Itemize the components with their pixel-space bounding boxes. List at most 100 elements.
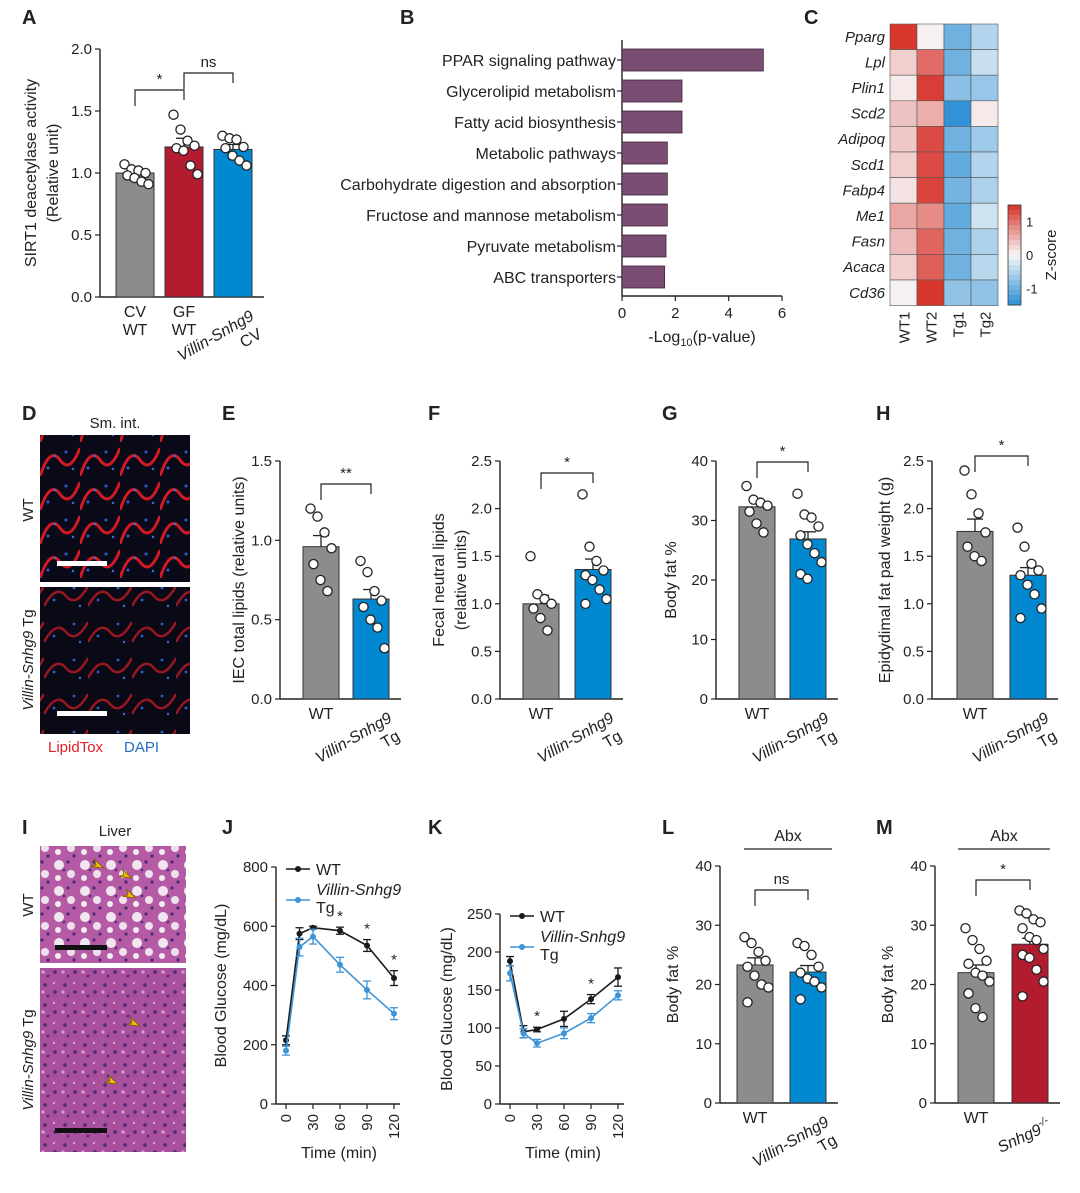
y-axis-title-line2: (Relative unit) <box>45 124 62 223</box>
bar <box>302 546 340 700</box>
heatmap-column-label: Tg1 <box>951 312 968 338</box>
panel-letter: G <box>662 403 678 425</box>
x-category-label: CV <box>124 304 147 321</box>
significance-bracket <box>754 889 809 906</box>
heatmap-row-label: Fabp4 <box>842 182 885 199</box>
heatmap-cell <box>916 254 945 281</box>
significance-label: * <box>564 454 570 471</box>
y-axis-title: SIRT1 deacetylase activity <box>23 79 40 267</box>
data-point <box>806 949 817 961</box>
colorbar-tick-label: -1 <box>1026 281 1038 296</box>
data-point <box>795 967 806 978</box>
heatmap-cell <box>916 151 945 178</box>
data-point <box>763 982 774 993</box>
y-category-label: Metabolic pathways <box>475 146 616 163</box>
data-point <box>741 480 752 492</box>
x-category-label: WT <box>743 1110 768 1127</box>
data-point <box>809 976 820 987</box>
scale-bar <box>57 561 107 566</box>
heatmap-cell <box>916 228 945 255</box>
legend-marker-wt <box>295 866 301 872</box>
data-point <box>507 970 513 977</box>
bar <box>574 569 612 700</box>
data-point <box>762 500 773 511</box>
data-point <box>742 961 753 972</box>
heatmap-cell <box>970 100 999 127</box>
y-tick-label: 10 <box>691 632 708 649</box>
heatmap-cell <box>916 177 945 204</box>
data-point <box>760 955 771 967</box>
data-point <box>792 488 803 499</box>
y-tick-label: 1.5 <box>251 453 272 470</box>
data-point <box>1026 558 1037 570</box>
colorbar-frame <box>1007 204 1022 306</box>
micrograph-tg-liver <box>40 968 186 1152</box>
x-category-label-line2: WT <box>172 322 197 339</box>
bar <box>1009 574 1047 700</box>
data-point <box>168 109 179 120</box>
x-tick-label: 0 <box>618 305 626 322</box>
data-point <box>960 922 971 934</box>
heatmap-cell <box>889 151 918 178</box>
panel-letter: L <box>662 817 674 839</box>
data-point <box>806 512 817 523</box>
data-point <box>802 539 813 550</box>
y-tick-label: 2.0 <box>903 501 924 518</box>
y-tick-label: 30 <box>691 513 708 530</box>
bar <box>738 506 776 700</box>
x-tick-label: 6 <box>778 305 786 322</box>
y-tick-label: 40 <box>695 858 712 875</box>
heatmap-row-label: Pparg <box>845 29 886 46</box>
heatmap-cell <box>889 279 918 306</box>
scale-bar <box>55 945 107 950</box>
data-point <box>753 946 764 958</box>
data-point <box>615 992 621 999</box>
colorbar-title: Z-score <box>1043 230 1060 281</box>
data-point <box>1031 934 1042 946</box>
y-tick-label: 10 <box>695 1036 712 1053</box>
significance-bracket <box>975 879 1031 896</box>
data-point <box>591 555 602 567</box>
data-point <box>981 955 992 967</box>
legend-marker-wt <box>519 913 525 919</box>
heatmap-row-label: Plin1 <box>852 80 885 97</box>
heatmap-cell <box>943 74 972 102</box>
data-point <box>528 603 539 614</box>
chart-h-fat-pad: 0.0 0.5 1.0 1.5 2.0 2.5 Epidydimal fat pad wei… <box>877 437 1060 767</box>
colorbar-segment <box>1008 265 1021 271</box>
y-tick-label: 0.5 <box>71 227 92 244</box>
legend-label-tg-suffix: Tg <box>540 947 559 964</box>
data-point <box>580 598 591 610</box>
data-point <box>305 503 316 514</box>
legend-label-tg: Villin-Snhg9 <box>316 882 401 899</box>
data-point <box>1031 964 1042 975</box>
y-category-label: Fructose and mannose metabolism <box>366 208 616 225</box>
heatmap-cell <box>970 177 999 204</box>
data-point <box>816 556 827 568</box>
x-category-label: WT <box>529 706 554 723</box>
y-tick-label: 0.0 <box>251 691 272 708</box>
data-point <box>542 625 553 636</box>
y-tick-label: 40 <box>691 453 708 470</box>
heatmap-cell <box>916 23 945 50</box>
data-point <box>1035 917 1046 928</box>
significance-label: * <box>391 952 397 969</box>
chart-f-fecal-lipids: 0.0 0.5 1.0 1.5 2.0 2.5 Fecal neutral lipids (r… <box>431 453 625 767</box>
x-category-label: WT <box>745 706 770 723</box>
data-point <box>337 961 343 968</box>
data-point <box>358 601 369 613</box>
y-tick-label: 0 <box>704 1095 712 1112</box>
heatmap-cell <box>970 202 999 230</box>
data-point <box>739 931 750 943</box>
x-category-label: WT <box>963 706 988 723</box>
colorbar-tick-label: 1 <box>1026 215 1033 230</box>
data-point <box>227 150 238 161</box>
y-axis-title: Body fat % <box>880 946 897 1023</box>
y-axis-title-line2: (relative units) <box>453 530 470 630</box>
significance-label: * <box>364 921 370 938</box>
data-point <box>369 585 380 597</box>
data-point <box>588 1015 594 1022</box>
data-point <box>974 943 985 955</box>
data-point <box>534 1026 540 1033</box>
